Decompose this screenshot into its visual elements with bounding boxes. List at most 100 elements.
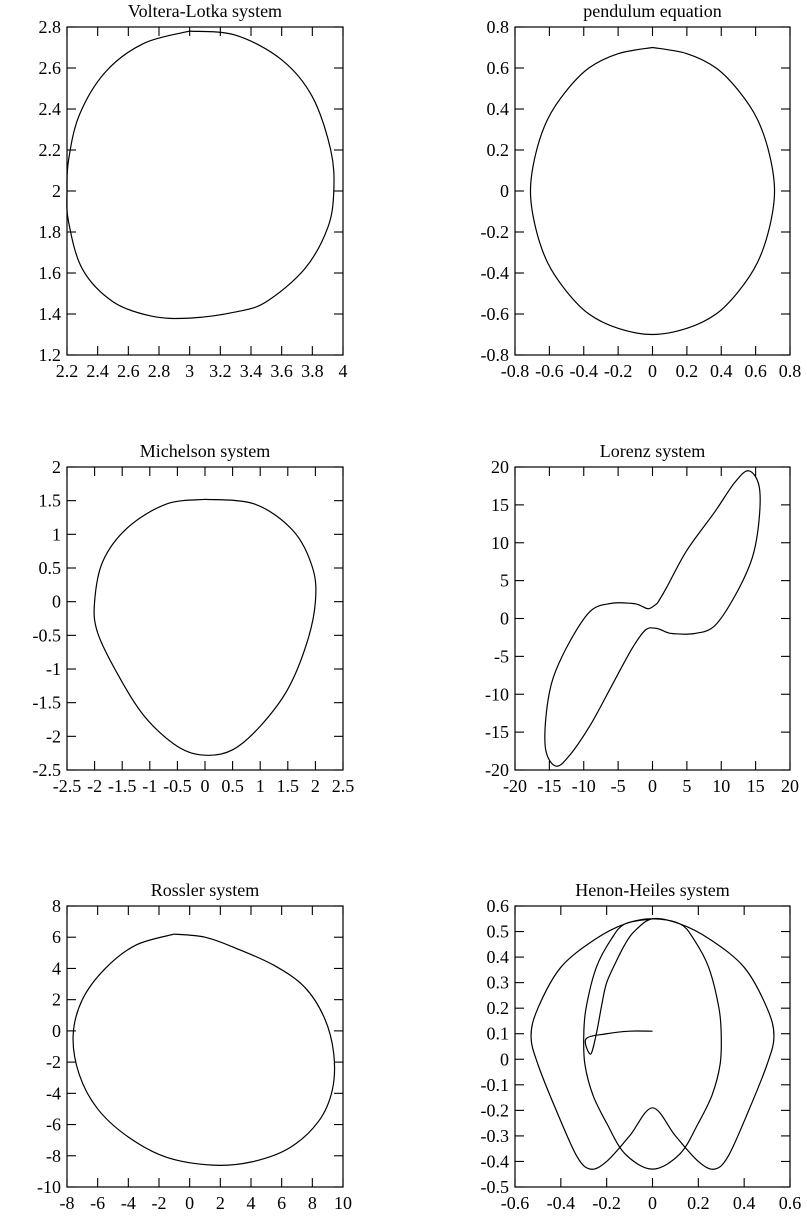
x-tick-label: -0.6 [535,361,564,381]
y-tick-label: 1 [52,524,61,544]
y-tick-label: -0.2 [481,222,510,242]
y-tick-label: 1.4 [39,304,62,324]
x-tick-label: 3.8 [301,361,324,381]
x-tick-label: 3.2 [209,361,232,381]
y-tick-label: -5 [494,646,509,666]
plot-frame [514,905,791,1188]
y-tick-label: -2 [46,726,61,746]
y-tick-label: 2.6 [39,58,62,78]
x-tick-label: 0.2 [676,361,699,381]
x-tick-label: -0.2 [592,1193,621,1213]
x-tick-label: 3 [185,361,194,381]
y-tick-label: -0.8 [481,345,510,365]
trajectory-line [72,933,336,1166]
y-tick-label: 8 [52,896,61,916]
y-tick-label: -2.5 [33,760,62,780]
x-tick-label: 0 [185,1193,194,1213]
x-tick-label: 20 [781,776,799,796]
chart-panel-5: Rossler system-8 -6 -4 -2 0 2 4 6 8 10-10-8-6-4-2… [37,880,352,1213]
chart-panel-2: pendulum equation-0.8 -0.6 -0.4 -0.2 0 0.2 0.4… [481,1,802,381]
plot-frame [66,26,344,356]
y-tick-label: 0.8 [487,17,510,37]
x-tick-label: -0.8 [501,361,530,381]
x-tick-label: 2.6 [117,361,140,381]
y-tick-label: 0.2 [487,140,510,160]
x-tick-label: 0 [648,776,657,796]
x-tick-label: -0.4 [547,1193,576,1213]
x-tick-label: -10 [572,776,596,796]
x-tick-label: 6 [277,1193,286,1213]
x-tick-label: -0.5 [163,776,192,796]
x-tick-label: -20 [503,776,527,796]
x-tick-label: 15 [747,776,765,796]
x-tick-label: 2 [311,776,320,796]
trajectory-line [93,498,317,756]
x-tick-label: 4 [339,361,348,381]
x-tick-label: -1.5 [108,776,137,796]
trajectory-line [544,470,761,767]
y-tick-label: 0 [52,592,61,612]
chart-title: Henon-Heiles system [575,880,729,900]
plot-frame [514,466,791,771]
y-tick-label: 6 [52,927,61,947]
x-tick-label: -8 [60,1193,75,1213]
y-tick-label: -0.3 [481,1126,510,1146]
x-tick-label: 8 [308,1193,317,1213]
y-tick-label: 0.6 [487,896,510,916]
x-tick-label: 0 [648,1193,657,1213]
y-tick-label: -20 [485,760,509,780]
x-tick-label: -2.5 [53,776,82,796]
x-tick-label: -2 [152,1193,167,1213]
x-tick-label: 0 [648,361,657,381]
x-tick-label: 0 [201,776,210,796]
y-tick-label: -8 [46,1146,61,1166]
chart-panel-3: Michelson system-2.5 -2 -1.5 -1 -0.5 0 0.5 1 1.5… [33,441,355,796]
chart-title: Lorenz system [600,441,705,461]
x-tick-label: 2.2 [56,361,79,381]
y-tick-label: 15 [491,495,509,515]
y-tick-label: -0.4 [481,263,510,283]
x-tick-label: 3.6 [270,361,293,381]
y-tick-label: 0 [500,609,509,629]
chart-panel-6: Henon-Heiles system -0.6 -0.4 -0.2 0 0.2 0.4 0.… [481,880,802,1213]
plot-frame [514,26,791,356]
y-tick-label: 0.4 [487,99,510,119]
y-tick-label: 0.4 [487,947,510,967]
y-tick-label: -1 [46,659,61,679]
chart-title: Michelson system [140,441,271,461]
y-tick-label: 2.2 [39,140,62,160]
x-tick-label: 1 [256,776,265,796]
x-tick-label: -4 [121,1193,136,1213]
y-tick-label: 2 [52,990,61,1010]
x-tick-label: 4 [247,1193,256,1213]
y-tick-label: -10 [485,684,509,704]
y-tick-label: -4 [46,1083,61,1103]
y-tick-label: 0.3 [487,973,510,993]
y-tick-label: -0.4 [481,1151,510,1171]
y-tick-label: 2 [52,181,61,201]
x-tick-label: -2 [87,776,102,796]
y-tick-label: 0.1 [487,1024,510,1044]
plot-frame [66,466,344,771]
y-tick-label: 5 [500,571,509,591]
trajectory-line [66,30,335,320]
y-tick-label: -0.5 [33,625,62,645]
x-tick-label: 2.5 [332,776,355,796]
y-tick-label: 1.5 [39,491,62,511]
x-tick-label: -5 [611,776,626,796]
x-tick-label: 2.4 [86,361,109,381]
y-tick-label: -15 [485,722,509,742]
y-tick-label: 0 [500,1049,509,1069]
y-tick-label: 0.5 [39,558,62,578]
x-tick-label: 5 [682,776,691,796]
y-tick-label: 10 [491,533,509,553]
y-tick-label: 1.8 [39,222,62,242]
chart-title: Voltera-Lotka system [128,1,282,21]
y-tick-label: -0.2 [481,1100,510,1120]
plot-frame [66,905,344,1188]
x-tick-label: -0.4 [570,361,599,381]
y-tick-label: -1.5 [33,693,62,713]
x-tick-label: 0.8 [779,361,802,381]
x-tick-label: 0.2 [687,1193,710,1213]
